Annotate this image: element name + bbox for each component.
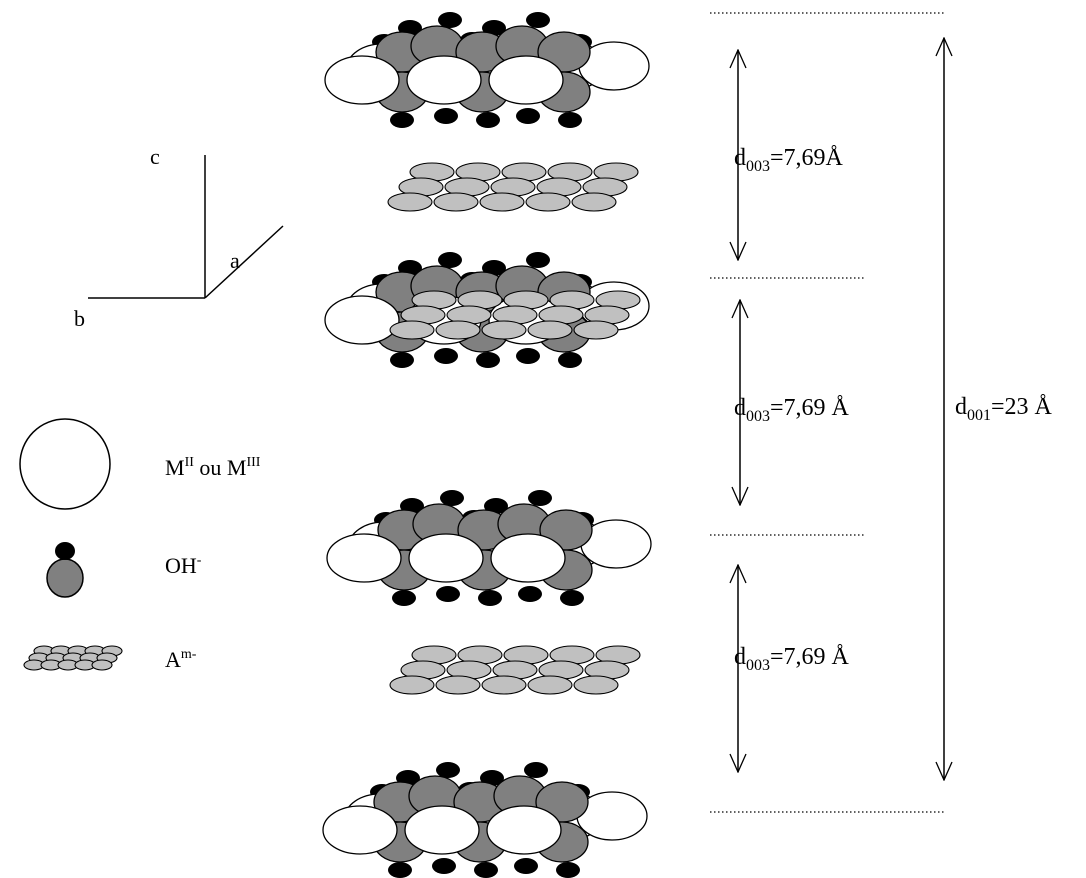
hydrogen-atom [436,762,460,778]
metal-atom [324,295,400,345]
anion-molecule [435,675,481,695]
metal-atom [408,533,484,583]
hydrogen-atom [390,352,414,368]
hydrogen-atom [438,12,462,28]
anion-molecule [389,675,435,695]
anion-molecule [481,675,527,695]
hydrogen-atom [478,590,502,606]
anion-molecule [389,320,435,340]
hydrogen-atom [560,590,584,606]
metal-atom [490,533,566,583]
anion-molecule [571,192,617,212]
legend-anion-icon [23,645,123,671]
hydrogen-atom [528,490,552,506]
hydrogen-atom [392,590,416,606]
hydrogen-atom [474,862,498,878]
anion-molecule [435,320,481,340]
d003-label-3: d003=7,69 Å [734,644,850,674]
legend-anion-label: Am- [165,647,197,672]
legend-metal-circle [19,418,111,510]
anion-molecule [91,659,113,671]
anion-molecule [573,675,619,695]
hydrogen-atom [524,762,548,778]
hydrogen-atom [526,252,550,268]
hydroxide-layer-1 [324,12,650,128]
anion-molecule [527,320,573,340]
hydrogen-atom [518,586,542,602]
anion-molecule [573,320,619,340]
hydrogen-atom [526,12,550,28]
hydroxide-layer-4 [322,762,648,878]
hydrogen-atom [434,108,458,124]
legend-hydroxide-hydrogen-icon [55,542,75,560]
legend: MII ou MIII OH- Am- [19,418,261,672]
c-axis-label: c [150,144,160,169]
d003-label-1: d003=7,69Å [734,145,844,175]
hydrogen-atom [390,112,414,128]
hydrogen-atom [388,862,412,878]
anion-layer-2 [389,290,641,340]
b-axis-label: b [74,306,85,331]
anion-molecule [479,192,525,212]
d003-label-2: d003=7,69 Å [734,395,850,425]
anion-molecule [433,192,479,212]
d001-label: d001=23 Å [955,394,1053,424]
hydrogen-atom [440,490,464,506]
metal-atom [486,805,562,855]
hydrogen-atom [476,112,500,128]
legend-hydroxide-label: OH- [165,553,202,578]
metal-atom [404,805,480,855]
hydrogen-atom [516,348,540,364]
legend-hydroxide-oxygen-icon [46,558,84,598]
hydrogen-atom [558,352,582,368]
hydrogen-atom [432,858,456,874]
hydrogen-atom [434,348,458,364]
hydrogen-atom [476,352,500,368]
metal-atom [324,55,400,105]
anion-molecule [387,192,433,212]
hydrogen-atom [556,862,580,878]
a-axis-line [204,225,284,299]
a-axis-label: a [230,248,240,273]
metal-atom [406,55,482,105]
hydrogen-atom [438,252,462,268]
metal-atom [488,55,564,105]
hydrogen-atom [436,586,460,602]
spacing-arrows [738,38,944,780]
anion-molecule [481,320,527,340]
layer-stack [322,12,652,878]
anion-layer-3 [389,645,641,695]
anion-molecule [527,675,573,695]
legend-anion-molecules [23,645,123,671]
axis-triad [88,155,284,299]
hydrogen-atom [558,112,582,128]
reference-lines [710,12,945,813]
hydrogen-atom [514,858,538,874]
anion-layer-1 [387,162,639,212]
hydrogen-atom [516,108,540,124]
metal-atom [322,805,398,855]
anion-molecule [525,192,571,212]
metal-atom [326,533,402,583]
hydroxide-layer-3 [326,490,652,606]
legend-metal-label: MII ou MIII [165,455,261,480]
